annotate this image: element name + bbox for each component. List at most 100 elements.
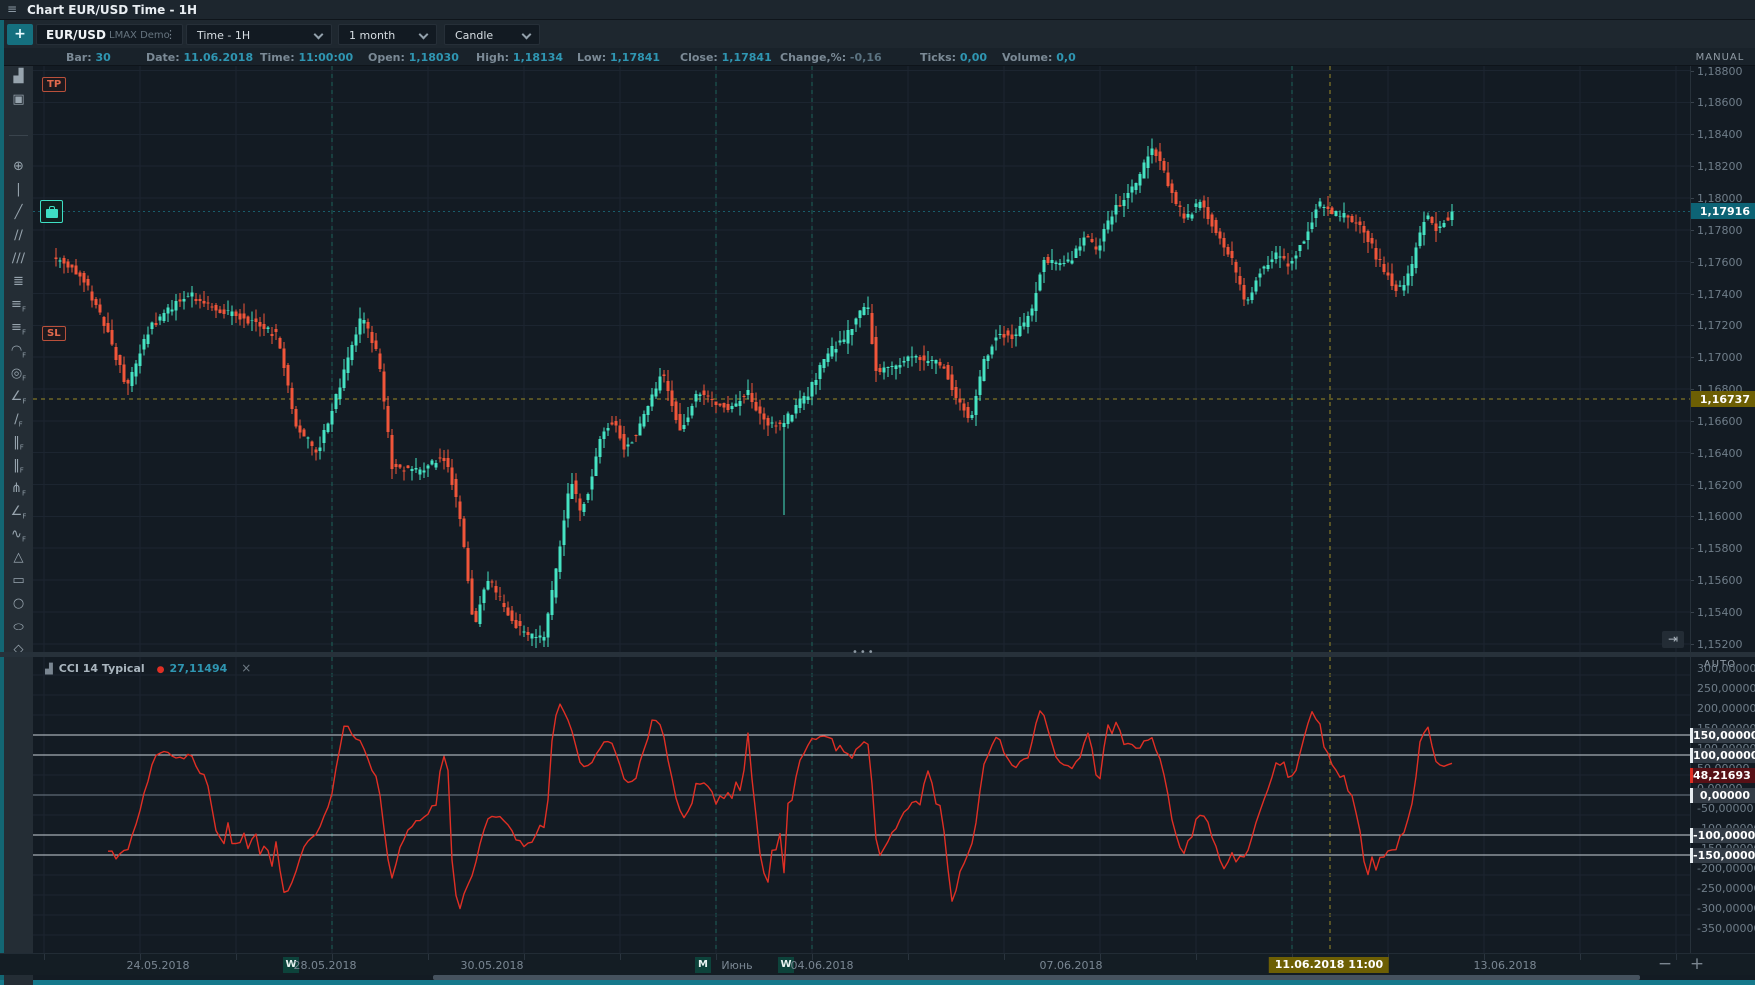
candle-body (1414, 247, 1418, 268)
tool-ellipse[interactable]: ○ (4, 621, 33, 634)
tool-vertical-segment[interactable]: | (4, 180, 33, 200)
take-profit-tag[interactable]: TP (42, 77, 67, 92)
tool-hash-lines[interactable]: ≣ (4, 272, 33, 292)
timeframe-dropdown[interactable]: Time - 1H (186, 24, 332, 45)
price-axis-tick (1690, 548, 1694, 550)
tool-parallel-lines[interactable]: ∕∕∕ (4, 249, 33, 269)
info-label: Close: (680, 51, 722, 64)
candle-body (130, 371, 134, 386)
tool-fib-circles[interactable]: ◎F (4, 364, 33, 384)
tool-fib-arcs[interactable]: ◠F (4, 341, 33, 361)
candle-body (1238, 276, 1242, 285)
candle-body (118, 355, 122, 365)
tool-rectangle[interactable]: ▭ (4, 571, 33, 591)
candle-body (166, 307, 170, 314)
selected-time-badge[interactable]: 11.06.2018 11:00 (1268, 957, 1390, 973)
candlestick-chart[interactable] (33, 66, 1690, 652)
chart-type-dropdown[interactable]: Candle (444, 24, 540, 45)
candle-body (1114, 204, 1118, 215)
candle-body (1182, 213, 1186, 219)
tool-fib-retracement[interactable]: ∠F (4, 387, 33, 407)
divider-handle[interactable]: ••• (852, 647, 876, 658)
sidebar-divider (9, 135, 28, 136)
tool-triangle[interactable]: △ (4, 548, 33, 568)
window-accent-left (0, 20, 4, 985)
candle-body (1194, 203, 1198, 208)
candle-body (1406, 273, 1410, 286)
week-badge[interactable]: W (778, 957, 794, 973)
stop-loss-tag[interactable]: SL (42, 326, 66, 341)
time-axis[interactable]: 24.05.2018 W 28.05.2018 30.05.2018 M Июнь W 04.… (0, 953, 1755, 975)
info-field-ticks: Ticks: 0,00 (920, 51, 987, 64)
horizontal-scrollbar[interactable] (433, 975, 1640, 980)
symbol-menu-icon[interactable]: ⋮ (165, 28, 176, 41)
candle-body (146, 334, 150, 344)
pane-divider[interactable]: ••• (0, 647, 1755, 658)
symbol-panel[interactable]: EUR/USD LMAX Demo ⋮ (36, 24, 183, 45)
add-chart-button[interactable]: + (7, 24, 33, 45)
info-label: Volume: (1002, 51, 1057, 64)
candle-body (506, 607, 510, 616)
menu-icon[interactable]: ≡ (7, 2, 18, 16)
candle-body (322, 430, 326, 443)
tool-layers[interactable]: ▣ (4, 90, 33, 110)
candle-body (838, 340, 842, 343)
tool-time-intervals[interactable]: ‖F (4, 456, 33, 476)
candle-body (1026, 315, 1030, 328)
scroll-to-latest-button[interactable]: ⇥ (1662, 631, 1684, 648)
price-axis-label: 1,18800 (1697, 64, 1743, 78)
tool-crosshair[interactable]: ⊕ (4, 157, 33, 177)
candle-body (1034, 292, 1038, 312)
open-position-icon[interactable] (40, 200, 63, 223)
info-label: Bar: (66, 51, 96, 64)
candle-body (618, 425, 622, 439)
candle-body (490, 581, 494, 583)
candle-body (1054, 262, 1058, 265)
tool-trend-channel[interactable]: ∕∕ (4, 226, 33, 246)
candle-body (1130, 186, 1134, 193)
candle-body (298, 425, 302, 433)
candle-body (422, 470, 426, 473)
tool-gann-line[interactable]: ∠F (4, 502, 33, 522)
tool-fib-timezones[interactable]: ‖F (4, 433, 33, 453)
info-field-volume: Volume: 0,0 (1002, 51, 1076, 64)
week-badge[interactable]: W (283, 957, 299, 973)
candle-body (374, 340, 378, 350)
range-dropdown[interactable]: 1 month (338, 24, 437, 45)
candle-body (1362, 225, 1366, 233)
close-indicator-icon[interactable]: × (241, 661, 252, 675)
candle-body (1230, 251, 1234, 259)
candle-body (90, 291, 94, 301)
candle-body (1426, 215, 1430, 219)
month-badge[interactable]: M (695, 957, 711, 973)
candle-body (622, 433, 626, 450)
candle-body (586, 494, 590, 501)
candle-body (1290, 260, 1294, 264)
tool-trend-line[interactable]: ╱ (4, 203, 33, 223)
price-scale-mode[interactable]: MANUAL (1695, 52, 1745, 63)
indicator-header: ▟ CCI 14 Typical ● 27,11494 × (45, 661, 251, 675)
cci-indicator-chart[interactable] (33, 657, 1690, 953)
time-axis-tick (524, 954, 525, 960)
indicator-scale-mode[interactable]: AUTO (1703, 659, 1737, 670)
candle-body (1206, 207, 1210, 219)
tool-elliott-wave[interactable]: ∿F (4, 525, 33, 545)
tool-fib-fan[interactable]: ∕F (4, 410, 33, 430)
tool-pitchfork[interactable]: ⋔F (4, 479, 33, 499)
candle-body (178, 299, 182, 302)
candle-body (390, 434, 394, 469)
tool-polygon[interactable]: ◇ (4, 640, 33, 660)
zoom-out-button[interactable]: − (1657, 954, 1673, 974)
candle-body (914, 356, 918, 358)
tool-chart-type[interactable]: ▟ (4, 67, 33, 87)
tool-fib-levels[interactable]: ≡F (4, 295, 33, 315)
candle-body (970, 414, 974, 419)
candle-body (294, 409, 298, 427)
fib-levels-icon: ≡F (11, 297, 26, 314)
candle-body (874, 336, 878, 372)
tool-circle[interactable]: ○ (4, 594, 33, 614)
zoom-in-button[interactable]: + (1689, 954, 1705, 974)
candle-body (190, 292, 194, 297)
tool-fib-levels-alt[interactable]: ≡F (4, 318, 33, 338)
